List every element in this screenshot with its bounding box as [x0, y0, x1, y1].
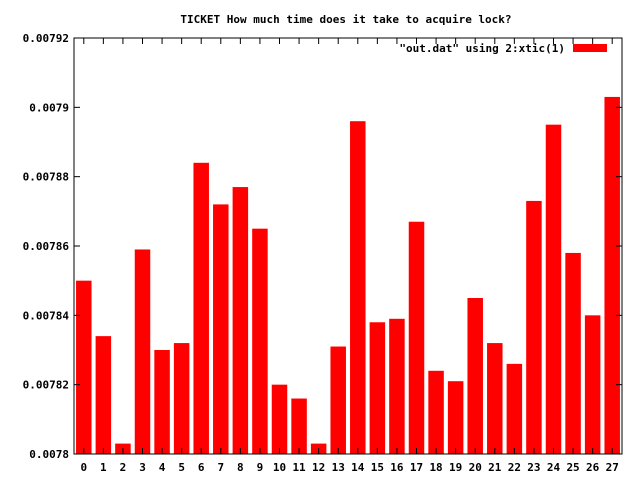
x-tick-label: 24: [547, 461, 561, 474]
bar: [350, 121, 366, 454]
legend-swatch: [573, 44, 607, 52]
x-axis-tick-labels: 0 1 2 3 4 5 6 7 8 9 10 11 12 13 14 15 16 17 18 19 20 21 22 23 24…: [80, 461, 618, 474]
y-tick-label: 0.00784: [23, 309, 70, 322]
bar: [154, 350, 170, 454]
bar: [330, 346, 346, 454]
x-tick-label: 23: [527, 461, 540, 474]
bar: [193, 162, 209, 455]
bar: [291, 398, 307, 454]
bar: [134, 249, 151, 454]
y-tick-label: 0.00786: [23, 240, 70, 253]
x-tick-label: 1: [100, 461, 107, 474]
bar: [467, 298, 483, 454]
y-tick-label: 0.00792: [23, 32, 69, 45]
bar: [252, 228, 268, 454]
bar: [428, 370, 444, 454]
bar: [545, 124, 562, 455]
x-tick-label: 20: [469, 461, 482, 474]
y-axis-tick-labels: 0.0078 0.00782 0.00784 0.00786 0.00788 0.0079…: [23, 32, 70, 461]
legend-label: "out.dat" using 2:xtic(1): [399, 42, 565, 55]
bar: [95, 336, 112, 454]
bar: [526, 200, 542, 454]
x-tick-label: 4: [159, 461, 166, 474]
y-tick-label: 0.00788: [23, 171, 69, 184]
x-tick-label: 3: [139, 461, 146, 474]
bar: [232, 187, 249, 454]
x-tick-label: 2: [120, 461, 127, 474]
legend: "out.dat" using 2:xtic(1): [399, 42, 607, 55]
x-tick-label: 10: [273, 461, 286, 474]
chart-title: TICKET How much time does it take to acq…: [180, 13, 511, 26]
x-tick-label: 17: [410, 461, 423, 474]
x-tick-label: 15: [371, 461, 384, 474]
x-tick-label: 21: [488, 461, 502, 474]
x-tick-label: 5: [178, 461, 185, 474]
y-tick-label: 0.00782: [23, 379, 69, 392]
x-tick-label: 9: [257, 461, 264, 474]
bar: [213, 204, 229, 454]
x-tick-label: 25: [566, 461, 579, 474]
x-tick-label: 16: [390, 461, 404, 474]
x-tick-label: 0: [80, 461, 87, 474]
bar: [408, 221, 425, 454]
x-tick-label: 14: [351, 461, 365, 474]
x-tick-label: 7: [217, 461, 224, 474]
bar: [271, 384, 288, 454]
x-tick-label: 27: [606, 461, 619, 474]
bar: [584, 315, 601, 454]
bar: [604, 96, 620, 455]
bar: [506, 363, 523, 454]
x-tick-label: 18: [429, 461, 442, 474]
bar-group: [76, 96, 620, 455]
x-tick-label: 26: [586, 461, 600, 474]
bar: [389, 318, 405, 454]
bar: [76, 280, 92, 454]
x-tick-label: 22: [508, 461, 521, 474]
y-tick-label: 0.0079: [29, 101, 69, 114]
x-tick-label: 6: [198, 461, 205, 474]
bar: [565, 252, 581, 454]
bar: [487, 343, 503, 454]
x-tick-label: 12: [312, 461, 325, 474]
x-tick-label: 13: [332, 461, 345, 474]
bar: [369, 322, 386, 454]
axis-ticks: [74, 37, 622, 455]
x-tick-label: 19: [449, 461, 462, 474]
bar: [447, 381, 464, 454]
bar: [173, 343, 190, 454]
x-tick-label: 11: [292, 461, 306, 474]
x-tick-label: 8: [237, 461, 244, 474]
y-tick-label: 0.0078: [29, 448, 69, 461]
